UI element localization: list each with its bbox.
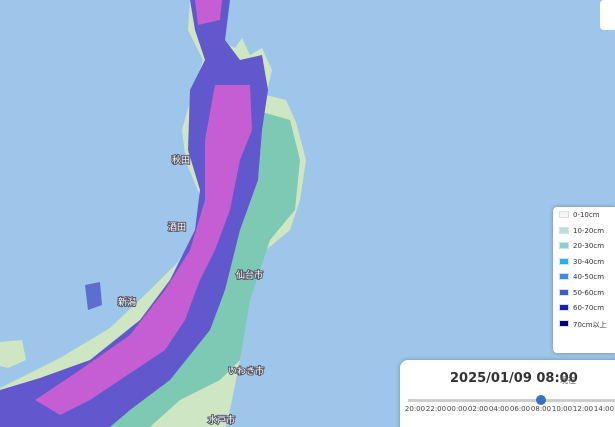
time-label: 12:00 — [572, 405, 594, 413]
place-label: 新潟 — [118, 296, 136, 308]
time-label: 22:00 — [425, 405, 447, 413]
datetime: 2025/01/09 08:00 — [450, 371, 578, 386]
time-label: 04:00 — [488, 405, 510, 413]
legend-swatch — [559, 319, 569, 327]
time-label: 10:00 — [551, 405, 573, 413]
legend-item: 10-20cm — [559, 226, 615, 243]
legend-swatch — [559, 257, 569, 265]
legend-label: 10-20cm — [573, 226, 605, 235]
legend-label: 60-70cm — [573, 304, 605, 312]
legend-item: 30-40cm — [559, 257, 615, 274]
time-label: 14:00 — [593, 405, 615, 413]
timeline-panel: 2025/01/09 08:00 現在 20:00 22:00 00:00 02:00… — [400, 360, 615, 427]
legend-swatch — [559, 288, 569, 296]
time-label: 20:00 — [404, 405, 426, 413]
legend-label: 20-30cm — [573, 242, 605, 250]
legend-label: 0-10cm — [573, 211, 600, 219]
legend-item: 50-60cm — [559, 288, 615, 305]
legend-item: 60-70cm — [559, 304, 615, 320]
legend-item: 0-10cm — [559, 211, 615, 227]
time-label: 00:00 — [446, 405, 468, 413]
legend-label: 50-60cm — [573, 288, 605, 297]
legend-swatch — [559, 211, 569, 218]
time-label: 08:00 — [530, 405, 552, 413]
place-label: 水戸市 — [208, 414, 235, 426]
time-label: 06:00 — [509, 405, 531, 413]
legend-swatch — [559, 226, 569, 234]
legend-item: 70cm以上 — [559, 319, 615, 336]
slider-knob[interactable] — [536, 395, 546, 405]
legend-label: 30-40cm — [573, 257, 605, 266]
slider-track[interactable] — [408, 399, 615, 402]
place-label: 酒田 — [168, 222, 186, 233]
snow-light — [100, 110, 300, 427]
legend: 0-10cm 10-20cm 20-30cm 30-40cm 40-50cm 50-60c… — [553, 207, 615, 353]
legend-item: 20-30cm — [559, 242, 615, 258]
snow-very-heavy — [35, 0, 252, 415]
legend-label: 70cm以上 — [573, 320, 607, 329]
place-label: いわき市 — [228, 365, 264, 377]
legend-swatch — [559, 242, 569, 249]
status: 現在 — [560, 376, 576, 385]
legend-swatch — [559, 304, 569, 311]
island — [85, 282, 102, 310]
snow-heavy — [0, 0, 268, 427]
legend-label: 40-50cm — [573, 273, 605, 281]
place-label: 秋田 — [172, 154, 190, 166]
menu-button[interactable] — [600, 0, 615, 30]
time-label: 02:00 — [467, 405, 489, 413]
legend-item: 40-50cm — [559, 273, 615, 289]
legend-swatch — [559, 273, 569, 280]
island — [0, 340, 26, 368]
place-label: 仙台市 — [236, 269, 263, 281]
